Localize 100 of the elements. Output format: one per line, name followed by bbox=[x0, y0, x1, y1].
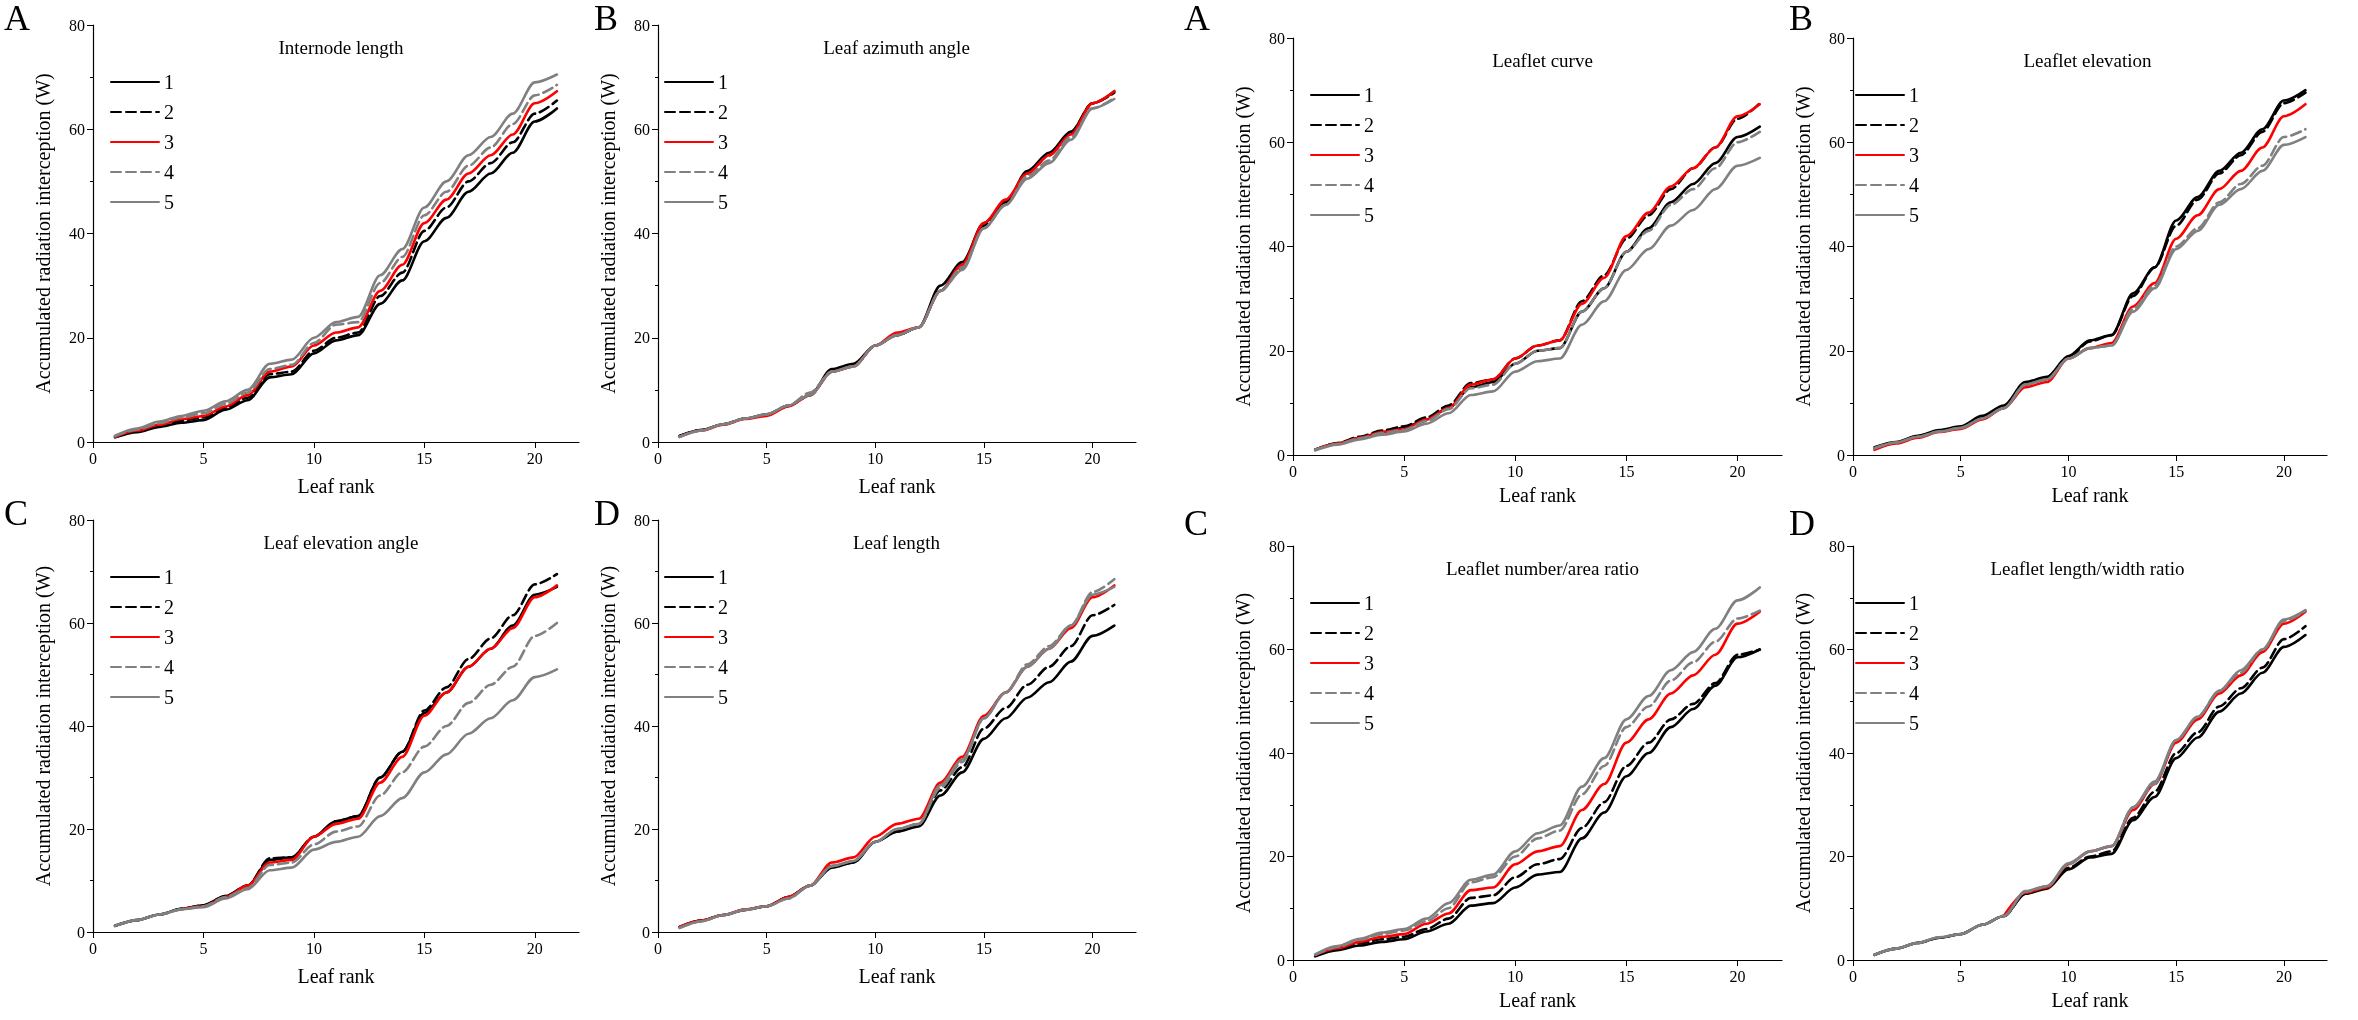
legend-label: 2 bbox=[1909, 622, 1919, 644]
text: B bbox=[1789, 0, 1814, 38]
y-tick-label: 80 bbox=[1269, 29, 1285, 47]
x-tick-label: 0 bbox=[1849, 967, 1857, 985]
legend-label: 3 bbox=[718, 626, 728, 648]
x-tick-label: 20 bbox=[2275, 967, 2292, 985]
x-tick-label: 5 bbox=[1956, 462, 1965, 480]
text: Leaflet elevation bbox=[2023, 50, 2153, 71]
y-tick-label: 0 bbox=[1837, 951, 1845, 969]
legend-label: 2 bbox=[1909, 114, 1919, 136]
legend-label: 1 bbox=[718, 71, 728, 93]
y-tick-label: 20 bbox=[69, 329, 85, 347]
y-tick-label: 40 bbox=[634, 717, 650, 735]
legend-label: 3 bbox=[1364, 652, 1374, 674]
text: Leaf azimuth angle bbox=[823, 37, 970, 58]
x-tick-label: 20 bbox=[1729, 967, 1746, 985]
text: D bbox=[594, 493, 620, 533]
x-tick-label: 10 bbox=[2060, 462, 2077, 480]
text: Leaf length bbox=[852, 532, 941, 553]
legend-label: 2 bbox=[164, 101, 174, 123]
x-tick-label: 5 bbox=[199, 939, 208, 957]
y-tick-label: 0 bbox=[642, 923, 650, 941]
y-tick-label: 60 bbox=[1269, 641, 1285, 658]
y-tick-label: 60 bbox=[1829, 641, 1845, 658]
x-tick-label: 5 bbox=[762, 449, 771, 467]
y-tick-label: 80 bbox=[69, 511, 85, 529]
x-tick-label: 0 bbox=[654, 449, 662, 467]
y-tick-label: 0 bbox=[77, 433, 85, 451]
x-axis-title: Leaf rank bbox=[858, 965, 936, 987]
legend-label: 1 bbox=[1909, 592, 1919, 614]
x-tick-label: 5 bbox=[1400, 462, 1409, 480]
legend-label: 4 bbox=[718, 656, 728, 678]
text: C bbox=[4, 493, 29, 533]
y-tick-label: 60 bbox=[69, 120, 85, 138]
text: A bbox=[4, 0, 30, 38]
x-tick-label: 15 bbox=[416, 939, 433, 957]
x-tick-label: 15 bbox=[2168, 462, 2185, 480]
legend-label: 2 bbox=[718, 596, 728, 618]
y-tick-label: 80 bbox=[69, 16, 85, 34]
legend-label: 3 bbox=[164, 131, 174, 153]
y-tick-label: 20 bbox=[1829, 848, 1845, 865]
legend-label: 4 bbox=[164, 656, 174, 678]
text: B bbox=[594, 0, 619, 38]
legend-label: 5 bbox=[1909, 712, 1919, 734]
x-tick-label: 0 bbox=[1849, 462, 1857, 480]
y-tick-label: 80 bbox=[1829, 29, 1845, 47]
legend-label: 4 bbox=[718, 161, 728, 183]
y-axis-title: Accumulated radiation interception (W) bbox=[1792, 592, 1815, 914]
x-tick-label: 20 bbox=[526, 449, 543, 467]
legend-label: 2 bbox=[718, 101, 728, 123]
legend-label: 4 bbox=[1364, 682, 1374, 704]
y-tick-label: 40 bbox=[1269, 238, 1285, 255]
x-tick-label: 5 bbox=[199, 449, 208, 467]
y-tick-label: 80 bbox=[1829, 537, 1845, 555]
y-tick-label: 0 bbox=[77, 923, 85, 941]
legend-label: 4 bbox=[1909, 682, 1919, 704]
y-tick-label: 60 bbox=[634, 120, 650, 138]
y-axis-title: Accumulated radiation interception (W) bbox=[32, 73, 55, 394]
x-tick-label: 10 bbox=[305, 449, 322, 467]
y-axis-title: Accumulated radiation interception (W) bbox=[597, 565, 620, 887]
text: D bbox=[1789, 503, 1815, 543]
x-axis-title: Leaf rank bbox=[2051, 484, 2129, 506]
y-tick-label: 40 bbox=[69, 225, 85, 242]
y-tick-label: 40 bbox=[634, 225, 650, 242]
y-tick-label: 20 bbox=[1269, 342, 1285, 360]
y-axis-title: Accumulated radiation interception (W) bbox=[1232, 86, 1255, 407]
text: C bbox=[1184, 503, 1209, 543]
x-tick-label: 15 bbox=[975, 939, 992, 957]
y-tick-label: 40 bbox=[69, 717, 85, 735]
legend-label: 5 bbox=[1909, 204, 1919, 226]
x-tick-label: 15 bbox=[416, 449, 433, 467]
y-tick-label: 60 bbox=[1829, 133, 1845, 151]
legend-label: 3 bbox=[164, 626, 174, 648]
x-tick-label: 10 bbox=[1507, 462, 1524, 480]
x-tick-label: 20 bbox=[2275, 462, 2292, 480]
y-axis-title: Accumulated radiation interception (W) bbox=[1792, 86, 1815, 407]
x-tick-label: 10 bbox=[867, 449, 884, 467]
legend-label: 3 bbox=[1909, 144, 1919, 166]
legend-label: 5 bbox=[164, 191, 174, 213]
y-tick-label: 20 bbox=[1269, 848, 1285, 865]
legend-label: 3 bbox=[1364, 144, 1374, 166]
legend-label: 5 bbox=[164, 686, 174, 708]
legend-label: 2 bbox=[1364, 114, 1374, 136]
y-tick-label: 40 bbox=[1829, 238, 1845, 255]
legend-label: 5 bbox=[1364, 204, 1374, 226]
legend-label: 1 bbox=[1909, 84, 1919, 106]
text: A bbox=[1184, 0, 1210, 38]
y-tick-label: 0 bbox=[1277, 951, 1285, 969]
x-axis-title: Leaf rank bbox=[1498, 484, 1577, 506]
x-tick-label: 10 bbox=[2060, 967, 2077, 985]
x-tick-label: 15 bbox=[975, 449, 992, 467]
x-tick-label: 20 bbox=[526, 939, 543, 957]
y-tick-label: 80 bbox=[634, 16, 650, 34]
x-tick-label: 0 bbox=[89, 939, 97, 957]
legend-label: 4 bbox=[1364, 174, 1374, 196]
x-tick-label: 10 bbox=[1507, 967, 1524, 985]
y-tick-label: 20 bbox=[69, 820, 85, 838]
text: Leaflet length/width ratio bbox=[1990, 558, 2185, 579]
text: Internode length bbox=[278, 37, 405, 58]
x-tick-label: 20 bbox=[1729, 462, 1746, 480]
